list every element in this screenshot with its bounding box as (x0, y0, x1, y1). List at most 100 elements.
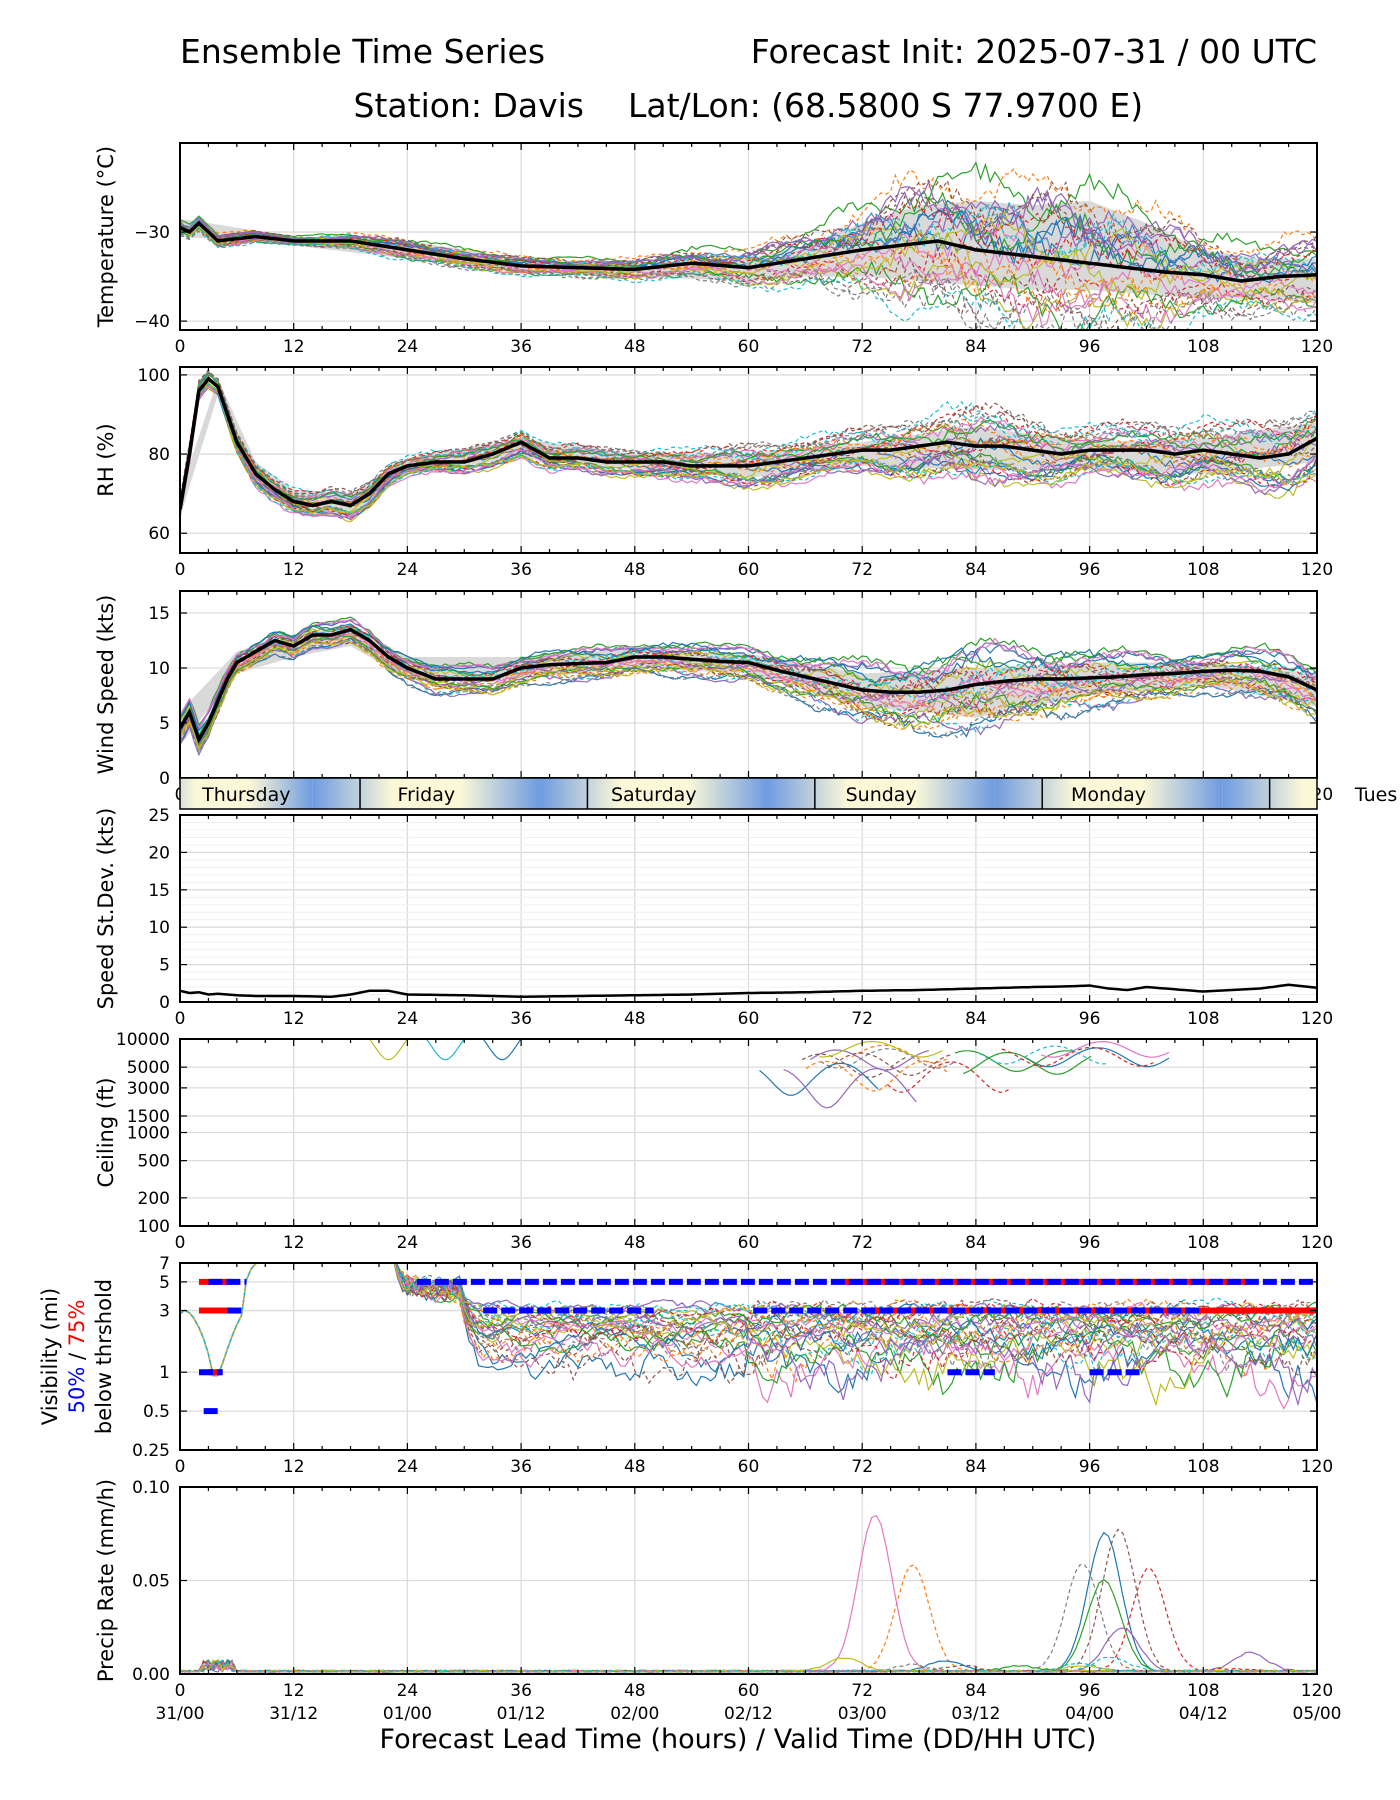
y-ticks-speed_stdev: 0 5 10 15 20 25 (148, 806, 1317, 1013)
ensemble-member-line (820, 1048, 954, 1069)
ensemble-member-line (180, 1263, 1317, 1377)
plot-area-visibility (180, 1263, 1317, 1415)
y-tick-label: 100 (138, 366, 170, 386)
ensemble-member-line (180, 188, 1317, 273)
y-tick-label: −30 (134, 223, 170, 243)
x-tick-label: 72 (851, 1009, 873, 1029)
x-tick-label: 84 (965, 1681, 987, 1701)
ensemble-member-line (180, 378, 1317, 508)
y-axis-label-legend: 50% / 75% (65, 1300, 89, 1414)
x-tick-label: 84 (965, 1457, 987, 1477)
ensemble-member-line (180, 1263, 1317, 1377)
x-tick-label: 108 (1187, 1233, 1219, 1253)
ensemble-member-line (180, 640, 1317, 751)
x-tick-label: 36 (510, 560, 532, 580)
x-tick-label: 12 (283, 1457, 305, 1477)
plot-area-temperature (180, 161, 1317, 330)
ensemble-member-line (962, 1051, 1092, 1075)
x-tick-label: 60 (738, 1009, 760, 1029)
day-label: Saturday (611, 784, 697, 806)
day-label: Sunday (846, 784, 917, 806)
y-ticks-precip: 0.00 0.05 0.10 (132, 1478, 1317, 1685)
ensemble-member-line (180, 1263, 1317, 1399)
day-band: Thursday Friday Saturday Sunday Monday Tues (179, 777, 1397, 810)
x-ticks-speed_stdev: 0 12 24 36 48 60 72 84 96 108 120 (175, 815, 1333, 1029)
x-ticks-temperature: 0 12 24 36 48 60 72 84 96 108 120 (175, 143, 1333, 357)
ensemble-member-line (180, 1263, 1317, 1385)
ensemble-member-line (180, 383, 1317, 516)
x-tick-label: 84 (965, 1233, 987, 1253)
y-tick-label: 0 (159, 993, 170, 1013)
x-tick-label: 24 (397, 1233, 419, 1253)
panel-ceiling: 0 12 24 36 48 60 72 84 96 108 120 100 200 500 10001500… (94, 1030, 1333, 1253)
day-label: Thursday (201, 784, 290, 806)
y-tick-label: 1000 (127, 1124, 170, 1144)
ensemble-member-line (180, 625, 1317, 739)
plot-area-ceiling (369, 1039, 1170, 1109)
x-tick-label: 96 (1079, 1009, 1101, 1029)
x-tick-label: 84 (965, 1009, 987, 1029)
ensemble-member-line (180, 627, 1317, 736)
x-tick-label: 96 (1079, 560, 1101, 580)
y-ticks-rh: 60 80 100 (138, 366, 1317, 544)
ensemble-member-line (180, 625, 1317, 737)
ensemble-member-line (180, 372, 1317, 507)
x-tick-label: 24 (397, 560, 419, 580)
ceiling-member-line (425, 1039, 465, 1061)
y-tick-label: 5000 (127, 1058, 170, 1078)
panel-temperature: 0 12 24 36 48 60 72 84 96 108 120 −30 −40 Temperature… (94, 142, 1333, 357)
x-tick-label: 36 (510, 1009, 532, 1029)
x-tick-label: 12 (283, 560, 305, 580)
x-tick-label: 48 (624, 1233, 646, 1253)
plot-area-wind_speed (180, 616, 1317, 757)
ensemble-mean-line (180, 220, 1317, 283)
day-band-fill (180, 778, 1317, 809)
legend-75pct: 75% (65, 1300, 89, 1347)
x-tick-label: 0 (175, 1681, 186, 1701)
ensemble-member-line (180, 1263, 1317, 1377)
y-tick-label: 20 (148, 843, 170, 863)
valid-time-label: 31/00 (156, 1704, 205, 1724)
valid-time-label: 02/12 (724, 1704, 773, 1724)
ensemble-member-line (180, 168, 1317, 263)
x-tick-label: 96 (1079, 1681, 1101, 1701)
x-tick-label: 72 (851, 1233, 873, 1253)
panel-precip: 0 12 24 36 48 60 72 84 96 108 120 31/00 31/12 01/00 01… (94, 1478, 1342, 1724)
y-tick-label: 10 (148, 659, 170, 679)
x-tick-label: 72 (851, 560, 873, 580)
panel-wind_speed: 01224364860728496108120051015Wind Speed … (94, 590, 1333, 805)
x-tick-label: 60 (738, 1233, 760, 1253)
ensemble-member-line (180, 201, 1317, 271)
panel-rh: 0 12 24 36 48 60 72 84 96 108 120 60 80 100 RH (%) (94, 366, 1333, 580)
x-tick-label: 72 (851, 1681, 873, 1701)
x-tick-label: 48 (624, 1681, 646, 1701)
ensemble-member-line (809, 1049, 929, 1071)
y-tick-label: −40 (134, 312, 170, 332)
x-tick-label: 120 (1301, 1457, 1333, 1477)
y-tick-label: 3 (159, 1302, 170, 1322)
x-tick-label: 120 (1301, 1681, 1333, 1701)
legend-separator: / (65, 1346, 89, 1366)
y-axis-label: Wind Speed (kts) (94, 595, 118, 775)
ensemble-member-line (180, 1263, 1317, 1382)
ensemble-member-line (1001, 1046, 1154, 1067)
x-tick-label: 0 (175, 560, 186, 580)
x-tick-label: 36 (510, 1681, 532, 1701)
x-tick-label: 96 (1079, 1233, 1101, 1253)
x-tick-label: 108 (1187, 337, 1219, 357)
y-tick-label: 25 (148, 806, 170, 826)
ensemble-member-line (180, 378, 1317, 509)
panel-speed_stdev: 0 12 24 36 48 60 72 84 96 108 120 0 5 10 15 20 25 Speed S… (94, 806, 1333, 1029)
x-tick-label: 108 (1187, 560, 1219, 580)
valid-time-label: 01/12 (497, 1704, 546, 1724)
valid-time-label: 03/00 (838, 1704, 887, 1724)
ensemble-member-line (180, 370, 1317, 505)
x-tick-label: 36 (510, 1457, 532, 1477)
x-ticks-visibility: 0 12 24 36 48 60 72 84 96 108 120 (175, 1263, 1333, 1477)
ensemble-member-line (180, 198, 1317, 279)
x-ticks-rh: 0 12 24 36 48 60 72 84 96 108 120 (175, 367, 1333, 580)
ensemble-member-line (887, 1061, 1012, 1093)
x-tick-label: 60 (738, 1457, 760, 1477)
y-tick-label: 1 (159, 1363, 170, 1383)
